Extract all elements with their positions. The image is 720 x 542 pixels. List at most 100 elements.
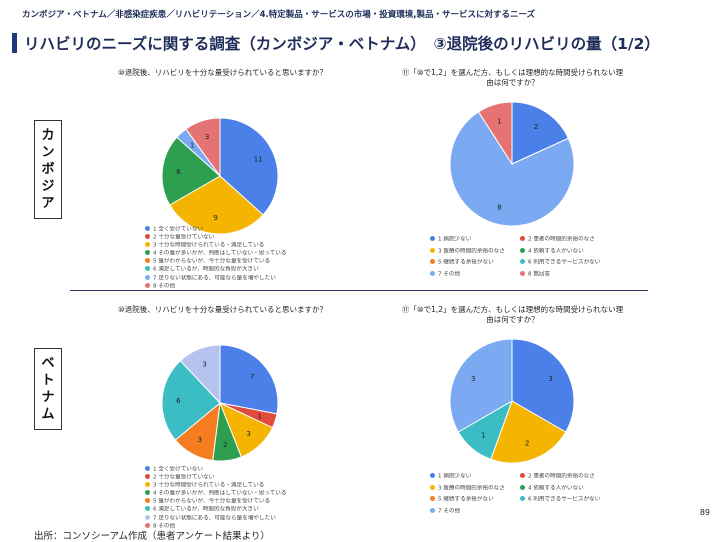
country-char: ン (41, 145, 55, 160)
legend-swatch (520, 247, 525, 253)
chart-title: ⑪「⑩で1,2」を選んだ方、もしくは理想的な時間受けられない理由は何ですか？ (401, 305, 624, 324)
legend-label: 5 量がわからないが、今十分な量を受けている (153, 498, 271, 505)
pie-data-label: 8 (497, 203, 501, 211)
legend-swatch (145, 274, 150, 280)
breadcrumb: カンボジア・ベトナム／非感染症疾患／リハビリテーション／4.特定製品・サービスの… (22, 10, 536, 20)
pie-data-label: 11 (254, 156, 263, 164)
legend-item: 1 病院少ない (430, 236, 520, 244)
pie-slice (179, 344, 221, 405)
country-label-vietnam: ベトナム (34, 348, 62, 430)
pie-chart: 7 1 3 2 3 6 3 (161, 344, 279, 462)
legend-label: 3 医療の時間的余裕のなさ (438, 248, 505, 255)
pie-chart: 3 2 1 3 (449, 338, 575, 464)
legend-swatch (520, 259, 525, 265)
legend-label: 1 全く受けていない (153, 466, 204, 473)
legend-item: 3 十分な時間受けられている・満足している (145, 482, 325, 490)
legend-item: 3 十分な時間受けられている・満足している (145, 242, 325, 250)
country-char: ナ (41, 390, 55, 405)
legend-swatch (145, 226, 150, 231)
country-char: ボ (41, 162, 55, 177)
country-label-cambodia: カンボジア (34, 120, 62, 219)
pie-slice (511, 101, 570, 165)
legend-swatch (145, 242, 150, 248)
legend-label: 7 足りない状態にある、可能なら量を増やしたい (153, 515, 276, 522)
legend-swatch (145, 250, 150, 256)
legend-swatch (430, 484, 435, 490)
legend-item: 5 継続する余裕がない (430, 259, 520, 267)
page-number: 89 (699, 508, 710, 517)
legend-swatch (520, 496, 525, 502)
legend-label: 6 満足しているが、時間的な負担が大きい (153, 506, 259, 513)
legend-label: 2 患者の時間的余裕のなさ (528, 236, 595, 243)
pie-data-label: 2 (525, 439, 529, 447)
legend-item: 8 その他 (145, 282, 325, 291)
country-char: カ (41, 128, 55, 143)
legend-item: 7 足りない状態にある、可能なら量を増やしたい (145, 514, 325, 523)
legend-item: 1 病院少ない (430, 473, 520, 481)
legend-swatch (430, 496, 435, 502)
pie-data-label: 3 (198, 436, 202, 444)
pie-data-label: 1 (257, 412, 261, 420)
pie-data-label: 9 (213, 214, 217, 222)
chart-legend: 1 病院少ない 2 患者の時間的余裕のなさ 3 医療の時間的余裕のなさ 4 依頼する人… (430, 236, 610, 283)
pie-data-label: 3 (548, 375, 552, 383)
legend-label: 5 継続する余裕がない (438, 259, 494, 266)
legend-swatch (520, 473, 525, 478)
section-divider (70, 290, 648, 291)
legend-item: 2 十分な量受けていない (145, 474, 325, 482)
legend-item: 2 患者の時間的余裕のなさ (520, 236, 610, 244)
legend-swatch (145, 282, 150, 288)
legend-label: 6 利用できるサービスがない (528, 259, 601, 266)
pie-data-label: 3 (246, 430, 250, 438)
chart-title: ⑪「⑩で1,2」を選んだ方、もしくは理想的な時間受けられない理由は何ですか？ (401, 68, 624, 87)
country-char: ジ (41, 179, 55, 194)
legend-label: 8 その他 (153, 283, 176, 290)
pie-data-label: 3 (471, 375, 475, 383)
source-note: 出所：コンソシーアム作成（患者アンケート結果より） (34, 531, 270, 542)
legend-item: 1 全く受けていない (145, 466, 325, 474)
legend-swatch (430, 473, 435, 478)
legend-item: 7 足りない状態にある、可能なら量を増やしたい (145, 274, 325, 283)
legend-label: 5 継続する余裕がない (438, 496, 494, 503)
chart-legend: 1 病院少ない 2 患者の時間的余裕のなさ 3 医療の時間的余裕のなさ 4 依頼する人… (430, 473, 610, 520)
legend-label: 7 その他 (438, 508, 461, 515)
page-title: リハビリのニーズに関する調査（カンボジア・ベトナム） ③退院後のリハビリの量（1… (24, 35, 660, 53)
legend-item: 4 その量が多いかが、判断はしていない・思っている (145, 250, 325, 258)
legend-item: 5 継続する余裕がない (430, 496, 520, 504)
pie-slice (449, 338, 513, 433)
pie-data-label: 3 (202, 361, 206, 369)
legend-label: 4 その量が多いかが、判断はしていない・思っている (153, 490, 287, 497)
legend-swatch (430, 247, 435, 253)
title-accent-bar (12, 33, 17, 53)
chart-title: ⑩退院後、リハビリを十分な量受けられていると思いますか？ (118, 305, 327, 314)
chart-legend: 1 全く受けていない 2 十分な量受けていない 3 十分な時間受けられている・満足し… (145, 226, 325, 291)
legend-item: 1 全く受けていない (145, 226, 325, 234)
pie-data-label: 1 (497, 118, 501, 126)
legend-swatch (430, 236, 435, 241)
legend-item: 4 依頼する人がいない (520, 484, 610, 493)
pie-chart: 11 9 6 1 3 (161, 117, 279, 235)
legend-item: 6 利用できるサービスがない (520, 496, 610, 504)
legend-item: 7 その他 (430, 271, 520, 279)
legend-swatch (430, 271, 435, 277)
legend-item: 8 その他 (145, 522, 325, 531)
chart-vietnam-q10: ⑩退院後、リハビリを十分な量受けられていると思いますか？ 7 1 3 2 3 6 3 1 全… (115, 305, 330, 529)
pie-data-label: 3 (205, 133, 209, 141)
pie-slice (219, 117, 279, 216)
pie-slice (185, 117, 221, 178)
legend-swatch (145, 234, 150, 240)
legend-item: 4 その量が多いかが、判断はしていない・思っている (145, 490, 325, 498)
pie-data-label: 1 (481, 432, 485, 440)
legend-swatch (145, 506, 150, 512)
legend-swatch (145, 258, 150, 264)
legend-swatch (430, 259, 435, 265)
pie-slice (490, 400, 567, 464)
legend-label: 1 病院少ない (438, 236, 472, 243)
legend-item: 7 その他 (430, 508, 520, 516)
country-char: ト (41, 373, 55, 388)
legend-label: 2 十分な量受けていない (153, 234, 215, 241)
legend-swatch (520, 236, 525, 241)
chart-cambodia-q11: ⑪「⑩で1,2」を選んだ方、もしくは理想的な時間受けられない理由は何ですか？ 2… (400, 68, 625, 288)
legend-item: 5 量がわからないが、今十分な量を受けている (145, 498, 325, 506)
legend-swatch (145, 466, 150, 471)
